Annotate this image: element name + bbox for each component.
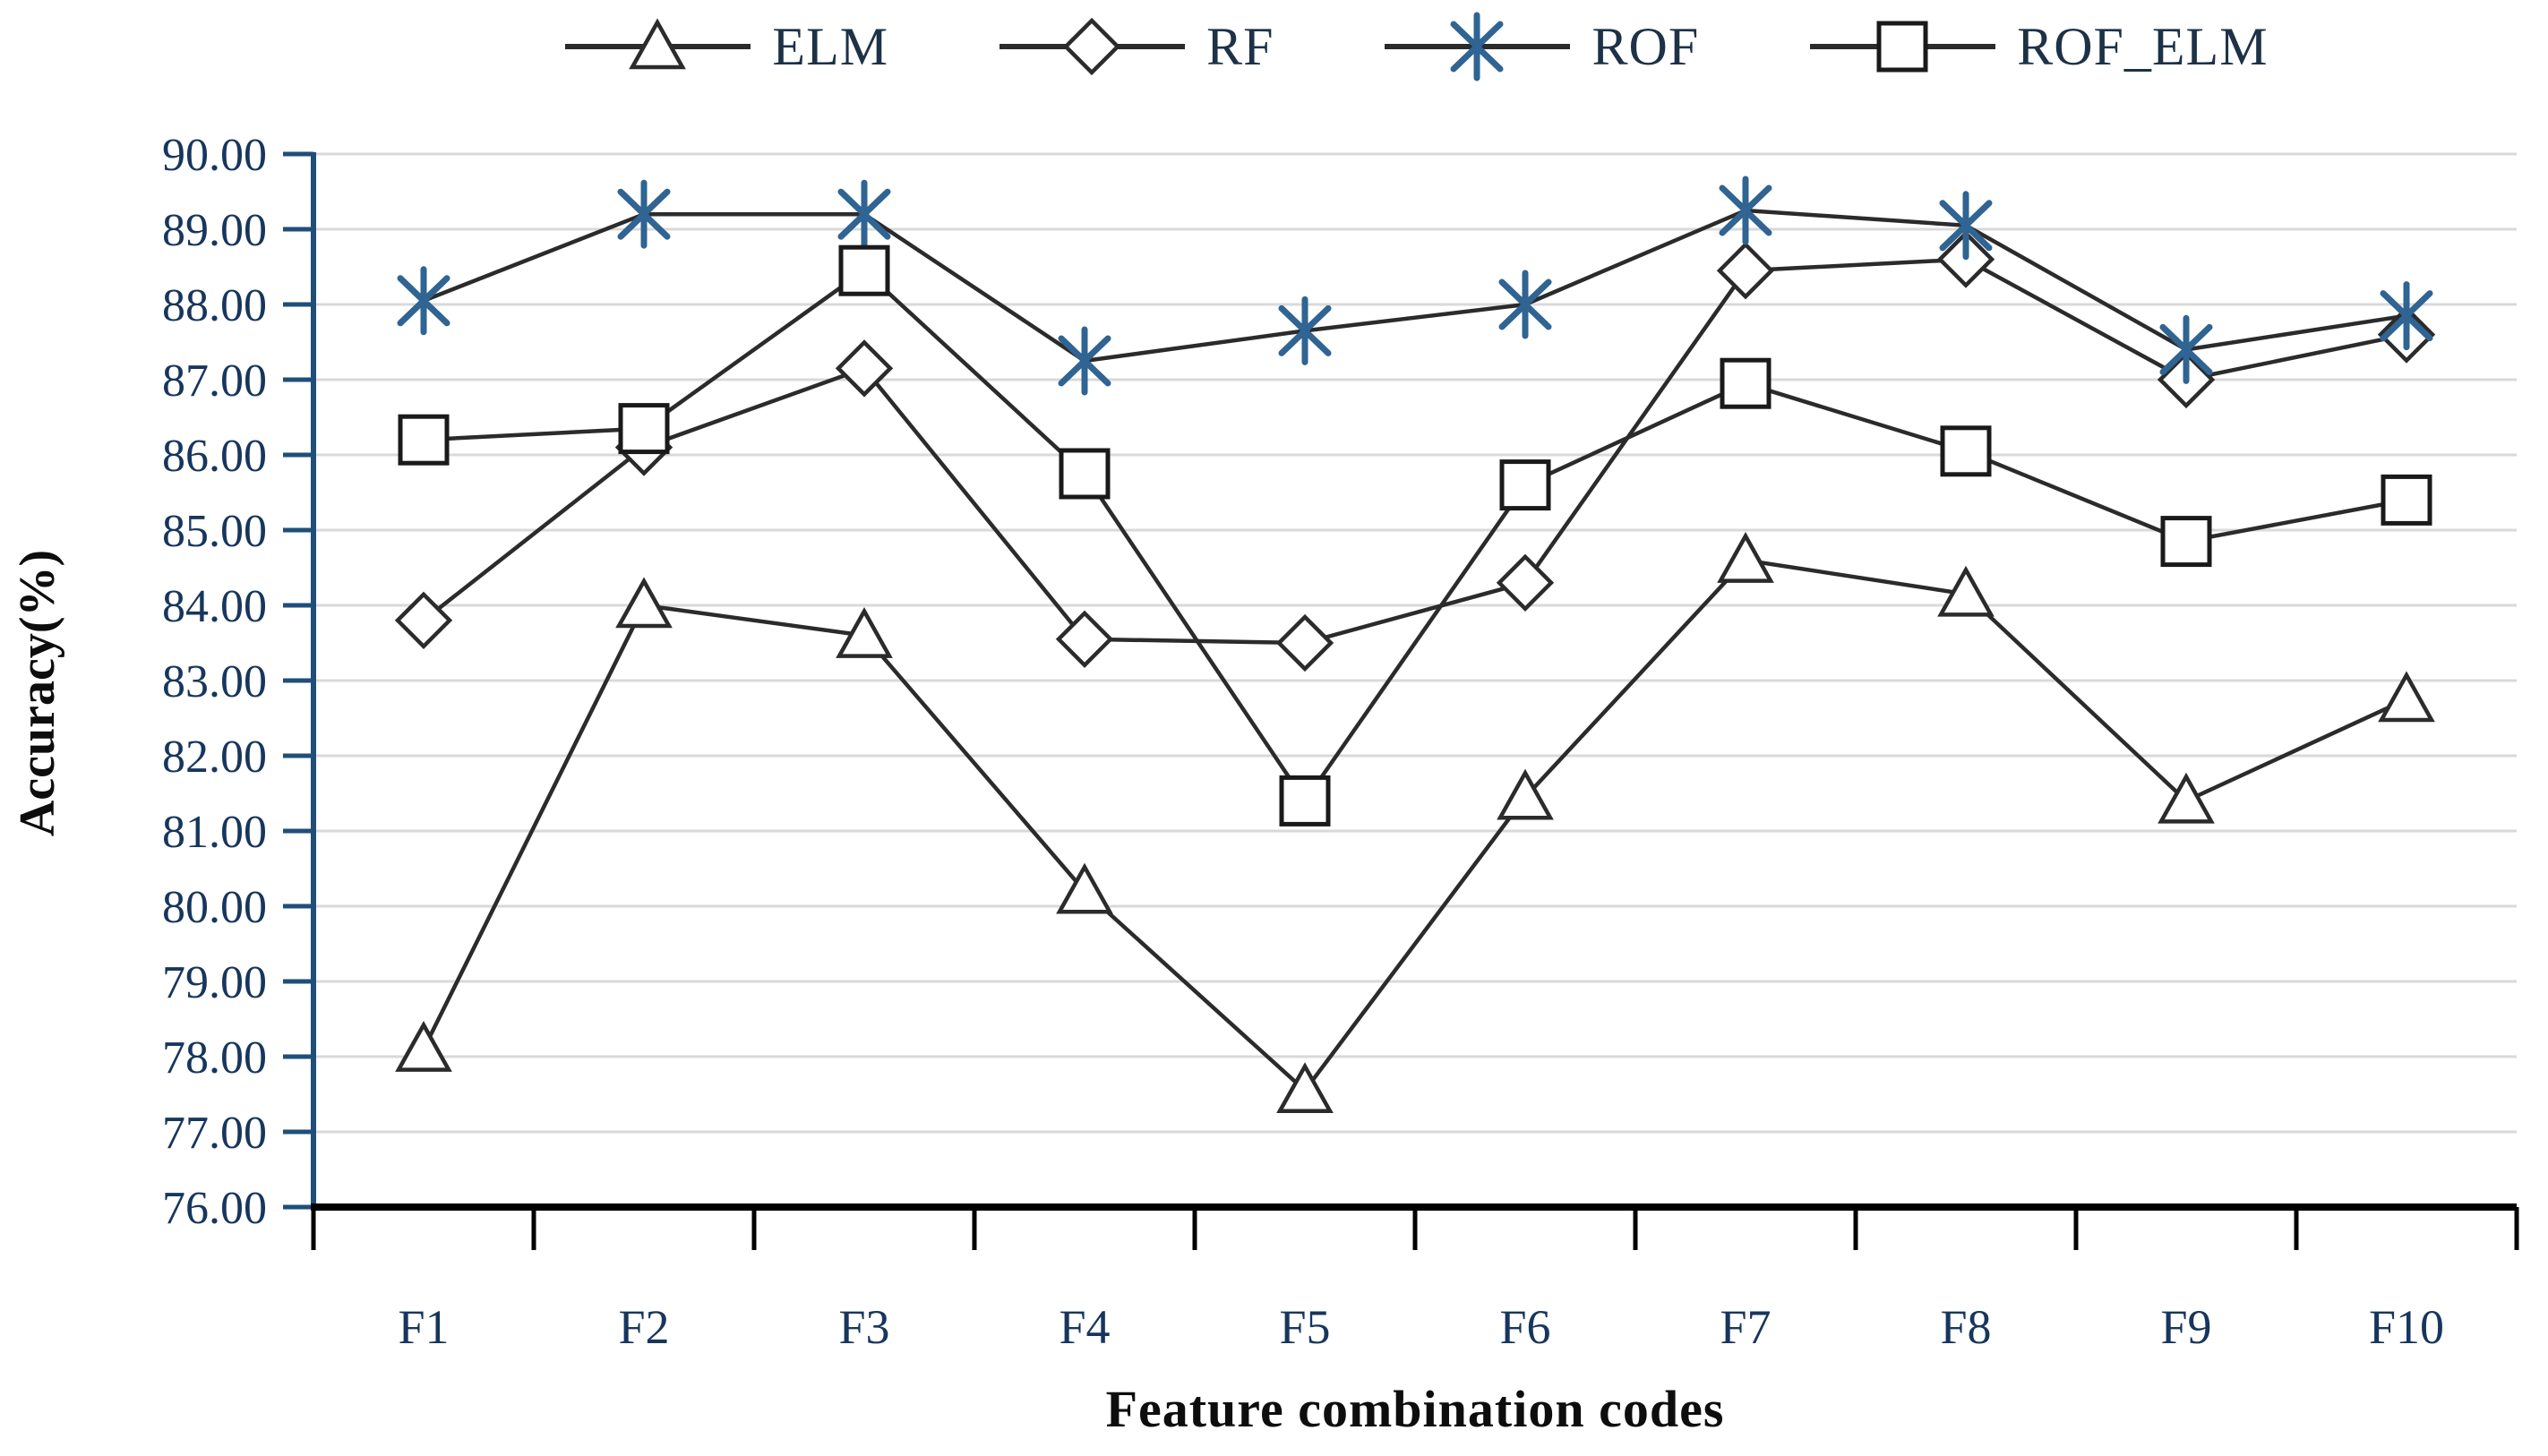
marker-ELM-F7 [1717,531,1774,583]
x-tick-label: F9 [2160,1300,2211,1354]
marker-ROF_ELM-F8 [1940,425,1992,477]
series-line-ROF_ELM [423,268,2407,805]
marker-ELM-F9 [2158,772,2215,824]
marker-ROF-F8 [1939,191,1993,261]
x-tick-label: F5 [1279,1300,1330,1354]
y-tick-label: 76.00 [162,1183,267,1234]
y-tick-label: 86.00 [162,431,267,482]
legend-label: ELM [772,17,889,76]
marker-ROF_ELM-F1 [398,414,450,466]
x-tick-labels: F1 F2 F3 F4 F5 F6 F7 F8 F9 F10 [398,1300,2444,1354]
x-axis-title: Feature combination codes [1105,1380,1725,1438]
y-axis-title: Accuracy(%) [10,549,65,837]
legend-marker-shape [1876,21,1928,73]
legend-marker-diamond-icon [999,17,1186,76]
marker-ELM-F3 [836,606,893,658]
y-tick-label: 82.00 [162,732,267,783]
marker-RF-F6 [1496,553,1555,612]
legend-marker-asterisk-icon [1385,12,1571,81]
marker-ROF_ELM-F6 [1499,459,1551,511]
marker-ELM-F10 [2378,671,2435,723]
marker-ROF_ELM-F4 [1059,448,1111,500]
x-tick-label: F2 [618,1300,669,1354]
legend-marker-triangle-icon [565,18,751,70]
marker-ROF-F7 [1719,176,1772,245]
x-tick-label: F1 [398,1300,449,1354]
legend-marker-square-icon [1810,21,1996,73]
series-line-ROF [423,208,2407,364]
marker-ROF_ELM-F5 [1279,775,1331,826]
legend-marker-shape [1062,17,1121,76]
marker-RF-F3 [835,339,894,398]
marker-ROF-F3 [837,179,891,249]
marker-ROF_ELM-F2 [618,403,670,455]
legend-item-ELM: ELM [562,5,888,88]
y-tick-label: 80.00 [162,882,267,933]
y-tick-label: 88.00 [162,280,267,331]
marker-ELM-F2 [615,577,673,629]
y-tick-label: 87.00 [162,355,267,407]
x-tick-label: F4 [1059,1300,1110,1354]
marker-ELM-F8 [1937,565,1995,617]
y-tick-label: 79.00 [162,957,267,1008]
x-tick-label: F10 [2369,1300,2444,1354]
legend-label: ROF [1591,17,1700,76]
y-tick-label: 78.00 [162,1032,267,1083]
chart-legend: ELM RF ROF ROF_ELM [313,0,2517,93]
y-tick-label: 77.00 [162,1108,267,1159]
legend-item-ROF: ROF [1381,5,1699,88]
marker-ROF-F9 [2159,314,2213,384]
marker-ROF_ELM-F9 [2160,516,2212,568]
marker-ROF-F5 [1278,295,1332,365]
legend-item-RF: RF [996,5,1274,88]
marker-ROF-F1 [397,266,450,336]
marker-ROF_ELM-F10 [2381,474,2432,526]
marker-ELM-F6 [1497,768,1554,820]
marker-RF-F5 [1275,613,1334,672]
x-tick-label: F3 [838,1300,889,1354]
y-tick-label: 81.00 [162,807,267,858]
series-lines-and-markers [394,176,2436,1114]
legend-marker-shape [629,18,687,70]
x-tick-label: F8 [1940,1300,1991,1354]
marker-ELM-F4 [1056,862,1113,914]
y-tick-labels: 90.00 89.00 88.00 87.00 86.00 85.00 84.00 83.00… [162,130,267,1234]
marker-ROF-F2 [617,179,671,249]
marker-RF-F7 [1716,242,1775,300]
legend-marker-shape [1450,12,1504,81]
series-line-RF [422,257,2407,646]
y-tick-label: 83.00 [162,656,267,707]
marker-ROF_ELM-F3 [838,244,890,296]
marker-ROF-F10 [2380,281,2433,351]
x-tick-label: F6 [1499,1300,1550,1354]
marker-ELM-F1 [395,1020,452,1072]
marker-ROF_ELM-F7 [1720,357,1772,409]
y-tick-label: 90.00 [162,130,267,181]
legend-label: ROF_ELM [2017,17,2269,76]
y-tick-label: 89.00 [162,205,267,256]
marker-ROF-F6 [1498,270,1552,339]
series-line-ELM [421,558,2407,1094]
legend-label: RF [1206,17,1274,76]
marker-ELM-F5 [1276,1062,1334,1114]
gridlines [313,152,2517,1134]
marker-ROF-F4 [1058,326,1111,396]
marker-RF-F4 [1055,610,1114,668]
x-tick-label: F7 [1720,1300,1771,1354]
y-tick-label: 85.00 [162,506,267,557]
marker-RF-F1 [394,591,453,649]
axes [283,151,2519,1250]
legend-item-ROF_ELM: ROF_ELM [1806,5,2268,88]
y-tick-label: 84.00 [162,581,267,632]
